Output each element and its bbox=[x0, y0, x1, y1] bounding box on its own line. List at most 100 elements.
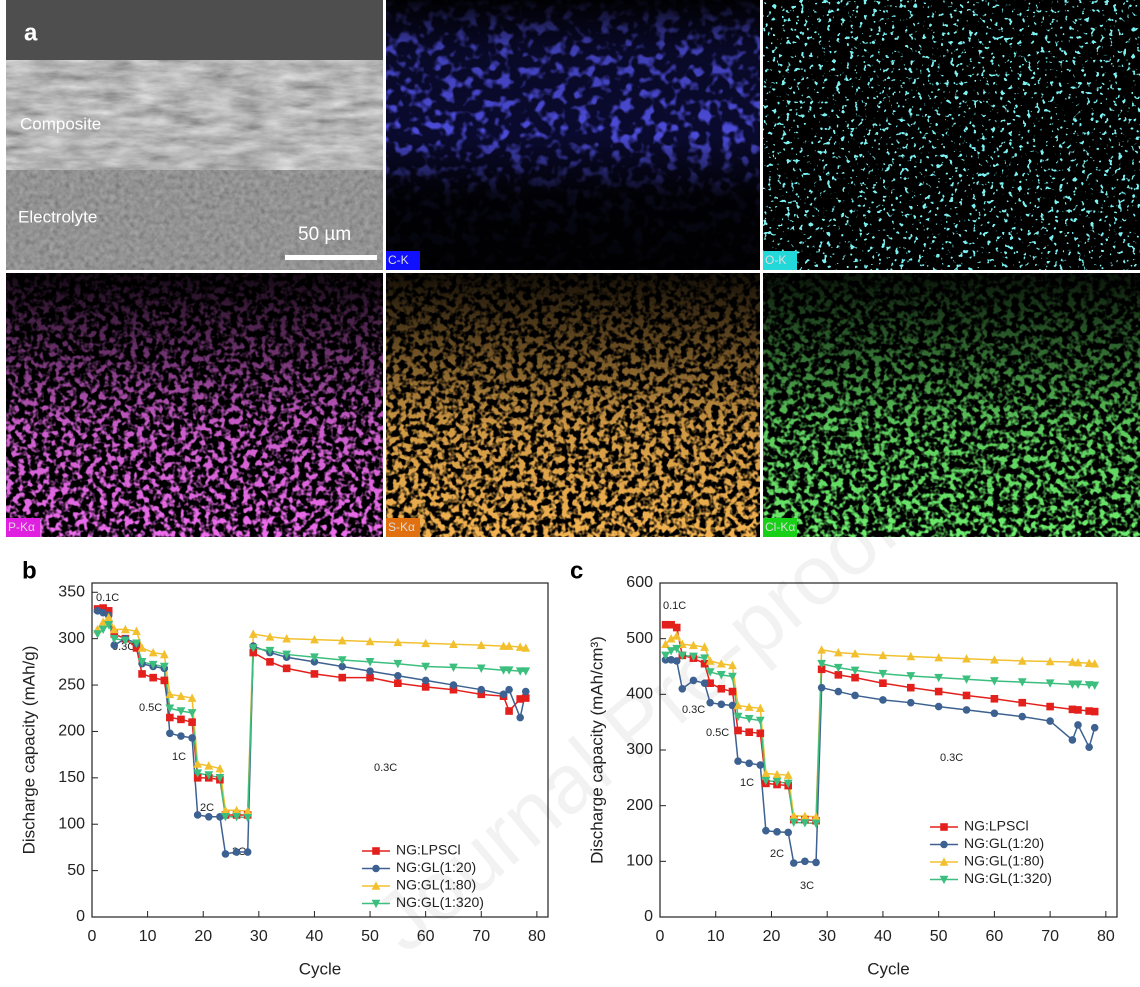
marker bbox=[934, 652, 944, 662]
marker bbox=[784, 828, 792, 837]
marker bbox=[728, 672, 737, 682]
marker bbox=[989, 655, 999, 664]
marker bbox=[755, 716, 765, 726]
marker bbox=[310, 634, 319, 644]
marker bbox=[394, 679, 402, 687]
marker bbox=[148, 647, 158, 657]
marker bbox=[338, 673, 347, 682]
marker bbox=[93, 630, 102, 639]
marker bbox=[789, 818, 799, 827]
marker bbox=[394, 671, 402, 680]
marker bbox=[939, 875, 949, 885]
y-tick-label: 100 bbox=[626, 853, 653, 870]
marker bbox=[878, 650, 888, 660]
marker bbox=[282, 650, 292, 660]
map-label: Cl-Kα bbox=[765, 520, 795, 534]
marker bbox=[221, 850, 230, 858]
marker bbox=[137, 643, 147, 652]
marker bbox=[98, 617, 108, 626]
marker bbox=[476, 640, 486, 649]
marker bbox=[372, 864, 380, 873]
marker bbox=[265, 646, 275, 656]
rate-annotation: 1C bbox=[740, 777, 754, 789]
marker bbox=[216, 813, 224, 821]
marker bbox=[811, 819, 821, 829]
marker bbox=[789, 859, 798, 867]
marker bbox=[940, 840, 948, 849]
marker bbox=[521, 643, 531, 652]
marker bbox=[221, 813, 230, 822]
marker bbox=[666, 647, 676, 656]
marker bbox=[176, 691, 186, 700]
marker bbox=[165, 689, 175, 699]
marker bbox=[934, 702, 943, 711]
legend-label: NG:LPSCl bbox=[964, 818, 1029, 834]
marker bbox=[365, 658, 375, 667]
marker bbox=[1074, 721, 1082, 729]
map-label-bg bbox=[386, 518, 420, 537]
x-tick-label: 20 bbox=[763, 928, 781, 945]
x-tick-label: 50 bbox=[361, 928, 379, 945]
marker bbox=[338, 662, 347, 671]
marker bbox=[232, 805, 241, 815]
rate-annotation: 1C bbox=[172, 751, 186, 763]
marker bbox=[110, 641, 119, 649]
marker bbox=[1046, 717, 1054, 725]
marker bbox=[834, 671, 843, 679]
x-tick-label: 70 bbox=[1041, 928, 1059, 945]
x-tick-label: 30 bbox=[818, 928, 836, 945]
marker bbox=[337, 635, 347, 645]
marker bbox=[176, 707, 186, 716]
marker bbox=[661, 639, 670, 649]
marker bbox=[817, 645, 827, 654]
layer-label: Electrolyte bbox=[18, 207, 97, 226]
marker bbox=[717, 684, 726, 693]
layer-label: Composite bbox=[20, 114, 101, 133]
series-line bbox=[97, 607, 526, 816]
marker bbox=[132, 626, 141, 636]
marker bbox=[1090, 707, 1099, 716]
plot-frame bbox=[91, 582, 549, 918]
marker bbox=[706, 698, 714, 707]
marker bbox=[773, 828, 781, 836]
marker bbox=[962, 706, 971, 714]
marker bbox=[772, 769, 782, 779]
marker bbox=[159, 662, 169, 672]
y-tick-label: 50 bbox=[67, 862, 85, 879]
marker bbox=[1045, 679, 1055, 688]
marker bbox=[677, 651, 687, 660]
map-signal bbox=[763, 0, 1140, 270]
marker bbox=[187, 693, 197, 702]
marker bbox=[177, 715, 185, 724]
marker bbox=[1045, 656, 1055, 666]
x-tick-label: 0 bbox=[88, 928, 97, 945]
marker bbox=[700, 659, 709, 668]
marker bbox=[756, 761, 765, 769]
marker bbox=[745, 759, 753, 768]
marker bbox=[266, 658, 274, 666]
marker bbox=[204, 761, 214, 770]
x-tick-label: 50 bbox=[930, 928, 948, 945]
y-tick-label: 350 bbox=[58, 583, 85, 600]
marker bbox=[705, 656, 715, 665]
marker bbox=[811, 812, 821, 821]
marker bbox=[249, 648, 258, 657]
marker bbox=[783, 779, 793, 788]
legend-label: NG:GL(1:20) bbox=[396, 859, 476, 875]
marker bbox=[310, 658, 319, 666]
marker bbox=[1068, 657, 1077, 666]
marker bbox=[800, 811, 810, 821]
series-line bbox=[96, 616, 526, 813]
marker bbox=[833, 663, 843, 673]
marker bbox=[934, 687, 943, 696]
marker bbox=[906, 651, 916, 661]
marker bbox=[801, 857, 809, 866]
marker bbox=[833, 647, 843, 657]
legend-label: NG:GL(1:320) bbox=[964, 870, 1052, 886]
marker bbox=[689, 640, 698, 650]
marker bbox=[1017, 656, 1027, 665]
rate-annotation: 2C bbox=[770, 848, 784, 860]
marker bbox=[661, 651, 670, 660]
map-label: C-K bbox=[388, 253, 409, 267]
